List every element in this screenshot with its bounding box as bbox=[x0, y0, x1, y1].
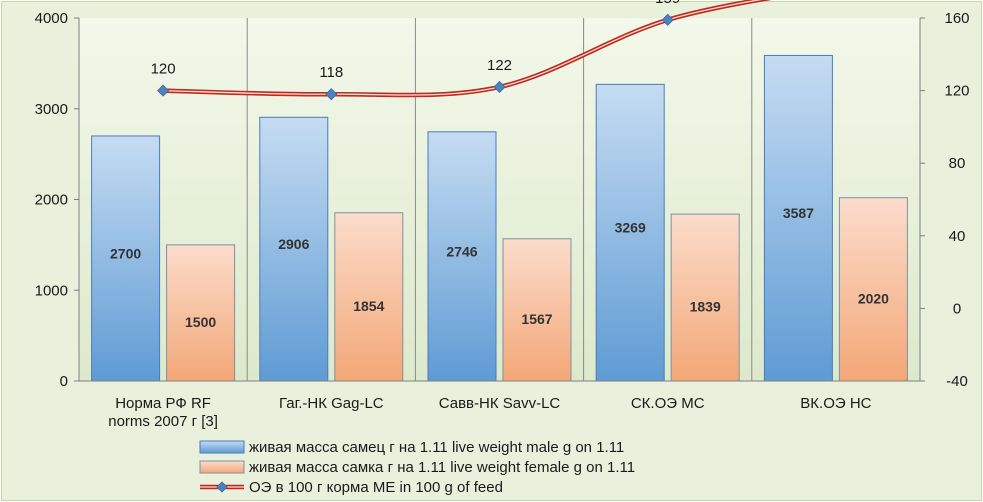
bar-data-label: 1567 bbox=[521, 311, 552, 327]
x-tick-label: ВК.ОЭ HC bbox=[800, 395, 871, 412]
bar bbox=[838, 197, 908, 382]
line-marker bbox=[661, 13, 674, 26]
legend-swatch bbox=[199, 460, 245, 474]
line-data-label: 118 bbox=[319, 64, 343, 81]
bar-data-label: 3269 bbox=[615, 220, 646, 236]
y-left-tick-label: 3000 bbox=[35, 101, 68, 118]
x-tick-label: Норма РФ RF norms 2007 г [3] bbox=[108, 395, 218, 430]
legend-label: живая масса самка г на 1.11 live weight … bbox=[249, 459, 635, 476]
bar bbox=[502, 238, 572, 382]
bar bbox=[763, 54, 833, 382]
bar-data-label: 2906 bbox=[278, 236, 309, 252]
bar-data-label: 1500 bbox=[185, 314, 216, 330]
line-marker bbox=[493, 80, 506, 94]
bar-data-label: 1854 bbox=[353, 298, 384, 314]
y-right-tick-label: 0 bbox=[953, 300, 961, 317]
line-data-label: 120 bbox=[151, 61, 176, 78]
y-left-tick-label: 4000 bbox=[35, 10, 68, 27]
y-right-tick-label: 80 bbox=[949, 155, 966, 172]
bar bbox=[334, 212, 404, 382]
bar-data-label: 3587 bbox=[783, 205, 814, 221]
x-tick-label: Савв-НК Savv-LC bbox=[439, 395, 561, 412]
bar bbox=[670, 213, 740, 382]
legend-label: живая масса самец г на 1.11 live weight … bbox=[249, 439, 624, 456]
y-left-tick-label: 1000 bbox=[35, 282, 68, 299]
y-left-tick-label: 2000 bbox=[35, 192, 68, 209]
y-left-tick-label: 0 bbox=[60, 373, 68, 390]
bar-data-label: 2700 bbox=[110, 245, 141, 261]
line-marker bbox=[157, 84, 170, 97]
legend-label: ОЭ в 100 г корма ME in 100 g of feed bbox=[249, 479, 503, 496]
x-tick-label: СК.ОЭ MC bbox=[631, 395, 705, 412]
y-right-tick-label: 120 bbox=[944, 83, 969, 100]
line-data-label: 122 bbox=[487, 57, 512, 74]
x-tick-label: Гаг.-НК Gag-LC bbox=[279, 395, 384, 412]
y-right-tick-label: 160 bbox=[944, 10, 969, 27]
bar-data-label: 1839 bbox=[690, 299, 721, 315]
bar-data-label: 2746 bbox=[446, 243, 477, 259]
bar bbox=[166, 244, 236, 382]
line-marker bbox=[325, 88, 338, 101]
line-data-label: 159 bbox=[655, 0, 680, 7]
bar-data-label: 2020 bbox=[858, 290, 889, 306]
y-right-tick-label: -40 bbox=[946, 373, 968, 390]
legend-marker bbox=[216, 481, 228, 493]
legend-swatch bbox=[199, 440, 245, 454]
y-right-tick-label: 40 bbox=[949, 228, 966, 245]
